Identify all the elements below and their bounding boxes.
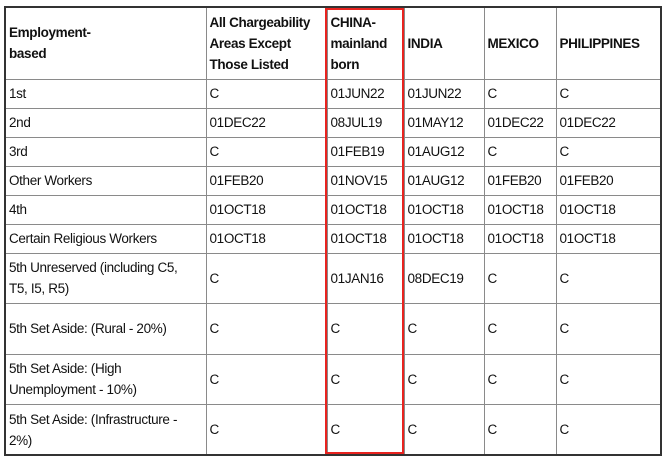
cell-india: 01JUN22 (403, 78, 485, 109)
cell-philippines: 01DEC22 (555, 107, 662, 138)
table-row: 2nd 01DEC22 08JUL19 01MAY12 01DEC22 01DEC22 (4, 107, 662, 138)
table-row: 1st C 01JUN22 01JUN22 C C (4, 78, 662, 109)
cell-china: C (326, 303, 405, 355)
header-philippines: PHILIPPINES (555, 6, 662, 80)
cell-china: 01FEB19 (326, 136, 405, 167)
table-row: Certain Religious Workers 01OCT18 01OCT18 0… (4, 223, 662, 254)
cell-india: C (403, 353, 485, 405)
cell-india: 01OCT18 (403, 223, 485, 254)
cell-china: C (326, 404, 405, 456)
cell-philippines: 01OCT18 (555, 194, 662, 225)
cell-philippines: 01OCT18 (555, 223, 662, 254)
table-row: 5th Set Aside: (High Unemployment - 10%)… (4, 353, 662, 405)
cell-philippines: C (555, 353, 662, 405)
cell-mexico: 01DEC22 (483, 107, 557, 138)
cell-philippines: C (555, 303, 662, 355)
cell-philippines: C (555, 252, 662, 304)
cell-mexico: C (483, 252, 557, 304)
cell-all-chargeability: C (205, 353, 328, 405)
header-row: Employment-based All Chargeability Areas… (4, 6, 662, 80)
cell-india: 01OCT18 (403, 194, 485, 225)
cell-india: C (403, 303, 485, 355)
cell-category: Other Workers (4, 165, 207, 196)
header-category: Employment-based (4, 6, 207, 80)
cell-all-chargeability: C (205, 303, 328, 355)
cell-china: 08JUL19 (326, 107, 405, 138)
header-mexico: MEXICO (483, 6, 557, 80)
cell-all-chargeability: C (205, 252, 328, 304)
cell-mexico: 01OCT18 (483, 194, 557, 225)
cell-india: 08DEC19 (403, 252, 485, 304)
cell-category: 5th Set Aside: (High Unemployment - 10%) (4, 353, 207, 405)
cell-mexico: C (483, 78, 557, 109)
header-india: INDIA (403, 6, 485, 80)
cell-india: C (403, 404, 485, 456)
header-all-chargeability: All Chargeability Areas Except Those Lis… (205, 6, 328, 80)
cell-philippines: 01FEB20 (555, 165, 662, 196)
cell-all-chargeability: 01FEB20 (205, 165, 328, 196)
cell-china: 01OCT18 (326, 223, 405, 254)
cell-philippines: C (555, 78, 662, 109)
cell-mexico: 01FEB20 (483, 165, 557, 196)
cell-mexico: C (483, 404, 557, 456)
visa-bulletin-table: Employment-based All Chargeability Areas… (4, 6, 662, 456)
cell-all-chargeability: 01OCT18 (205, 194, 328, 225)
cell-china: C (326, 353, 405, 405)
cell-category: 3rd (4, 136, 207, 167)
cell-china: 01JUN22 (326, 78, 405, 109)
table-row: 5th Set Aside: (Rural - 20%) C C C C C (4, 303, 662, 355)
cell-all-chargeability: 01OCT18 (205, 223, 328, 254)
cell-philippines: C (555, 136, 662, 167)
cell-india: 01MAY12 (403, 107, 485, 138)
table-row: 5th Set Aside: (Infrastructure - 2%) C C C C… (4, 404, 662, 456)
header-china: CHINA-mainland born (326, 6, 405, 80)
table-row: 4th 01OCT18 01OCT18 01OCT18 01OCT18 01OCT18 (4, 194, 662, 225)
cell-category: 5th Set Aside: (Infrastructure - 2%) (4, 404, 207, 456)
cell-india: 01AUG12 (403, 136, 485, 167)
cell-all-chargeability: C (205, 136, 328, 167)
table-row: 5th Unreserved (including C5, T5, I5, R5… (4, 252, 662, 304)
cell-india: 01AUG12 (403, 165, 485, 196)
cell-category: 5th Set Aside: (Rural - 20%) (4, 303, 207, 355)
cell-category: 1st (4, 78, 207, 109)
cell-mexico: C (483, 303, 557, 355)
cell-category: Certain Religious Workers (4, 223, 207, 254)
cell-all-chargeability: C (205, 404, 328, 456)
cell-mexico: C (483, 136, 557, 167)
cell-china: 01JAN16 (326, 252, 405, 304)
cell-category: 2nd (4, 107, 207, 138)
cell-category: 5th Unreserved (including C5, T5, I5, R5… (4, 252, 207, 304)
cell-all-chargeability: 01DEC22 (205, 107, 328, 138)
cell-mexico: C (483, 353, 557, 405)
cell-category: 4th (4, 194, 207, 225)
table-row: 3rd C 01FEB19 01AUG12 C C (4, 136, 662, 167)
cell-all-chargeability: C (205, 78, 328, 109)
cell-philippines: C (555, 404, 662, 456)
table-row: Other Workers 01FEB20 01NOV15 01AUG12 01FEB2… (4, 165, 662, 196)
cell-china: 01OCT18 (326, 194, 405, 225)
cell-mexico: 01OCT18 (483, 223, 557, 254)
cell-china: 01NOV15 (326, 165, 405, 196)
